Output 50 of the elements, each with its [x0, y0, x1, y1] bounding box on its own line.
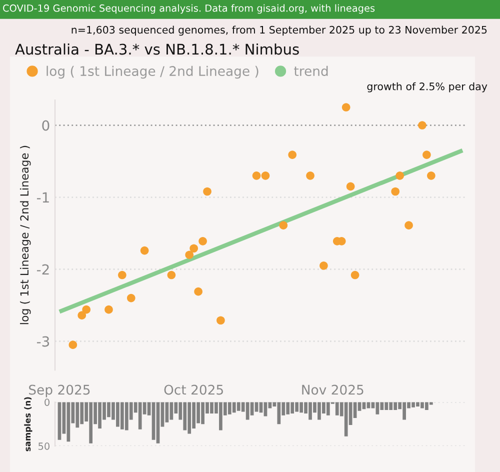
x-tick-label: Oct 2025 — [164, 384, 223, 395]
y-tick-label: 0 — [44, 398, 50, 406]
point — [140, 246, 149, 255]
point — [68, 340, 78, 350]
point — [427, 171, 436, 180]
point — [252, 171, 261, 180]
point — [346, 182, 355, 191]
y-axis-title: samples (n) — [24, 397, 32, 452]
point — [391, 187, 400, 196]
legend-label: log ( 1st Lineage / 2nd Lineage ) — [46, 66, 258, 79]
point — [320, 261, 328, 270]
y-tick-label: -2 — [36, 264, 49, 275]
legend-label: trend — [294, 66, 328, 76]
y-tick-label: 0 — [42, 120, 50, 131]
point — [422, 150, 431, 159]
point — [194, 287, 202, 296]
text: COVID-19 Genomic Sequencing analysis. Data from gisaid.org, with lineages — [3, 4, 375, 14]
point — [342, 103, 350, 112]
point — [167, 270, 176, 280]
point — [404, 221, 413, 230]
point — [396, 171, 404, 180]
chart-title: Australia - BA.3.* vs NB.1.8.1.* Nimbus — [15, 43, 299, 55]
text: growth of 2.5% per day — [367, 82, 488, 92]
bar — [277, 402, 281, 424]
point — [306, 171, 314, 180]
point — [350, 270, 360, 280]
y-axis-title: log ( 1st Lineage / 2nd Lineage ) — [20, 146, 31, 324]
point — [126, 294, 136, 302]
y-tick-label: -1 — [36, 192, 49, 203]
x-tick-label: Sep 2025 — [29, 384, 90, 398]
point — [190, 244, 198, 253]
point — [203, 187, 212, 196]
bar — [138, 402, 142, 430]
point — [261, 171, 270, 180]
point — [279, 221, 288, 230]
x-tick-label: Nov 2025 — [302, 384, 364, 395]
point — [418, 121, 426, 130]
point — [288, 150, 297, 159]
bar — [380, 402, 384, 410]
chart-subtitle: n=1,603 sequenced genomes, from 1 September 2025 up to 23 November 2025 — [72, 26, 487, 36]
point — [104, 305, 113, 314]
point — [82, 305, 91, 314]
bar — [344, 402, 348, 436]
point — [78, 311, 86, 320]
y-tick-label: -3 — [36, 336, 50, 347]
y-tick-label: 50 — [38, 442, 50, 450]
point — [198, 237, 207, 246]
point — [185, 250, 194, 260]
point — [216, 316, 225, 325]
point — [118, 270, 126, 280]
